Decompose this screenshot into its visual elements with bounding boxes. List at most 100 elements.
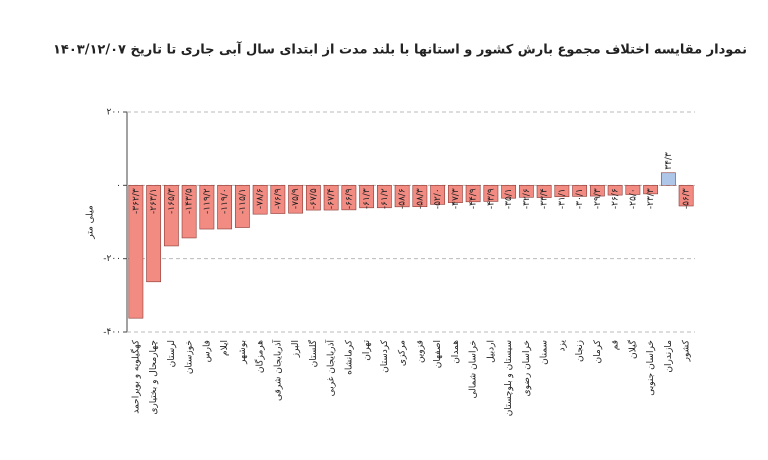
bar xyxy=(394,185,410,208)
bar xyxy=(234,185,250,228)
x-tick-label: ایلام xyxy=(220,340,230,356)
value-label: -۵۸/۶ xyxy=(398,188,408,209)
y-tick-label: ۲۰۰ xyxy=(106,108,121,118)
x-tick-label: فارس xyxy=(202,340,212,362)
value-label: -۷۵/۹ xyxy=(291,188,301,209)
bar xyxy=(660,172,676,186)
x-tick-label: چهارمحال و بختیاری xyxy=(149,340,159,415)
x-tick-label: همدان xyxy=(451,340,461,364)
bar xyxy=(252,185,268,215)
value-label: ۳۴/۳ xyxy=(664,152,674,170)
bar xyxy=(430,185,446,205)
value-label: -۶۱/۲ xyxy=(380,188,390,209)
bar xyxy=(181,185,197,239)
x-tick-label: آذربایجان شرقی xyxy=(271,340,283,401)
x-tick-label: اصفهان xyxy=(433,340,443,368)
value-label: -۳۵/۱ xyxy=(504,188,514,209)
x-tick-label: آذربایجان غربی xyxy=(325,340,337,397)
x-tick-label: البرز xyxy=(291,340,301,358)
bar xyxy=(163,185,179,247)
value-label: -۷۶/۹ xyxy=(273,188,283,209)
x-tick-label: خراسان رضوی xyxy=(522,340,532,396)
x-tick-label: یزد xyxy=(557,340,567,352)
bar xyxy=(536,185,552,198)
bar xyxy=(359,185,375,209)
value-label: -۳۰/۱ xyxy=(575,188,585,209)
value-label: -۶۱/۳ xyxy=(362,188,372,209)
value-label: -۶۷/۴ xyxy=(327,188,337,209)
value-label: -۶۶/۹ xyxy=(344,188,354,209)
value-label: -۲۶/۶ xyxy=(611,188,621,209)
x-tick-label: کرمانشاه xyxy=(344,339,354,375)
x-tick-label: قم xyxy=(611,340,621,350)
bar xyxy=(128,185,144,319)
bar xyxy=(376,185,392,209)
value-label: -۵۸/۳ xyxy=(415,188,425,209)
x-tick-label: گیلان xyxy=(626,339,638,359)
bar xyxy=(554,185,570,198)
value-label: -۲۶۳/۱ xyxy=(149,188,159,214)
x-tick-label: گلستان xyxy=(307,339,319,367)
value-label: -۳۱/۱ xyxy=(557,188,567,209)
bar xyxy=(323,185,339,211)
value-label: -۳۳/۴ xyxy=(540,188,550,209)
x-tick-label: کرمان xyxy=(593,339,603,363)
bar xyxy=(146,185,162,283)
x-tick-label: بوشهر xyxy=(238,340,248,365)
bar xyxy=(607,185,623,196)
value-label: -۱۴۳/۵ xyxy=(185,188,195,214)
x-tick-label: تهران xyxy=(362,340,372,361)
value-label: -۵۲/۰ xyxy=(433,188,443,209)
value-label: -۴۴/۹ xyxy=(469,188,479,209)
value-label: -۷۸/۶ xyxy=(256,188,266,209)
bar xyxy=(270,185,286,214)
y-tick-label: ۰ xyxy=(116,181,121,191)
value-label: -۶۷/۵ xyxy=(309,188,319,209)
x-tick-label: هرمزگان xyxy=(254,340,266,373)
bar xyxy=(465,185,481,203)
value-label: -۳۶۲/۳ xyxy=(131,188,141,214)
chart-title: نمودار مقایسه اختلاف مجموع بارش کشور و ا… xyxy=(53,41,747,58)
bar xyxy=(678,185,694,207)
x-tick-label: کشور xyxy=(682,339,692,362)
x-tick-label: کردستان xyxy=(380,339,390,373)
value-label: -۲۳/۳ xyxy=(646,188,656,209)
x-tick-label: مازندران xyxy=(664,340,674,373)
bar xyxy=(217,185,233,230)
bar xyxy=(305,185,321,211)
bar xyxy=(625,185,641,195)
x-tick-label: قزوین xyxy=(415,340,425,363)
x-tick-label: زنجان xyxy=(575,340,585,362)
value-label: -۱۶۵/۳ xyxy=(167,188,177,214)
bar xyxy=(412,185,428,208)
value-label: -۲۵/۰ xyxy=(628,188,638,209)
x-tick-label: خوزستان xyxy=(185,340,195,374)
value-label: -۴۷/۳ xyxy=(451,188,461,209)
value-label: -۱۱۹/۰ xyxy=(220,188,230,214)
y-tick-label: -۴۰۰ xyxy=(103,328,121,338)
value-label: -۱۱۵/۱ xyxy=(238,188,248,214)
y-axis-label: میلی متر xyxy=(86,205,96,240)
x-tick-label: سیستان و بلوچستان xyxy=(504,340,514,416)
bar xyxy=(483,185,499,202)
bar xyxy=(447,185,463,203)
y-tick-label: -۲۰۰ xyxy=(103,254,121,264)
bar xyxy=(501,185,517,199)
value-label: -۵۶/۳ xyxy=(682,188,692,209)
x-tick-label: خراسان جنوبی xyxy=(646,340,656,396)
bar xyxy=(589,185,605,197)
x-tick-label: مرکزی xyxy=(398,340,408,366)
bar xyxy=(341,185,357,211)
x-tick-label: خراسان شمالی xyxy=(469,340,479,399)
value-label: -۱۱۹/۲ xyxy=(202,188,212,214)
x-tick-label: لرستان xyxy=(167,340,177,367)
value-label: -۲۹/۳ xyxy=(593,188,603,209)
x-tick-label: کهگیلویه و بویراحمد xyxy=(129,339,141,413)
x-tick-label: سمنان xyxy=(540,340,550,365)
bar xyxy=(518,185,534,198)
bar xyxy=(572,185,588,197)
bar xyxy=(288,185,304,214)
value-label: -۳۲/۶ xyxy=(522,188,532,209)
bar xyxy=(199,185,215,230)
